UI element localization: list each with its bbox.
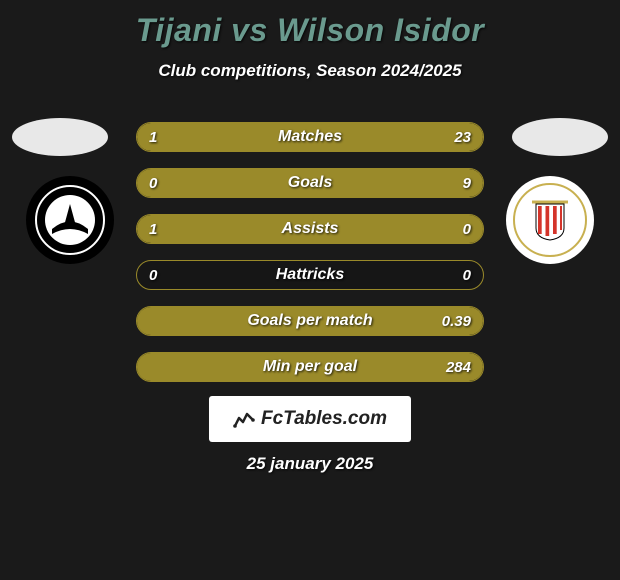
stat-row: Matches1 23 xyxy=(136,122,484,152)
watermark: FcTables.com xyxy=(209,396,411,442)
chart-icon xyxy=(233,408,255,430)
stat-value-p1: 1 xyxy=(137,123,169,151)
stat-row: Min per goal284 xyxy=(136,352,484,382)
comparison-chart: Matches123Goals09Assists10Hattricks00Goa… xyxy=(136,122,484,398)
stat-value-p1: 0 xyxy=(137,169,169,197)
footer-date: 25 january 2025 xyxy=(0,454,620,474)
stat-label: Hattricks xyxy=(137,261,483,289)
stat-value-p1 xyxy=(137,353,161,381)
player2-avatar xyxy=(512,118,608,156)
stat-value-p2: 0.39 xyxy=(430,307,483,335)
stat-row: Assists1 0 xyxy=(136,214,484,244)
stat-value-p1 xyxy=(137,307,161,335)
stat-label: Matches xyxy=(137,123,483,151)
stat-value-p2: 9 xyxy=(451,169,483,197)
stat-label: Goals xyxy=(137,169,483,197)
player2-club-logo xyxy=(506,176,594,264)
sunderland-logo-icon xyxy=(506,176,594,264)
player1-avatar xyxy=(12,118,108,156)
plymouth-logo-icon xyxy=(26,176,114,264)
stat-label: Min per goal xyxy=(137,353,483,381)
stat-value-p1: 1 xyxy=(137,215,169,243)
stat-value-p2: 23 xyxy=(442,123,483,151)
player1-club-logo xyxy=(26,176,114,264)
stat-value-p2: 284 xyxy=(434,353,483,381)
stat-row: Goals per match0.39 xyxy=(136,306,484,336)
stat-value-p1: 0 xyxy=(137,261,169,289)
stat-row: Hattricks0 0 xyxy=(136,260,484,290)
subtitle: Club competitions, Season 2024/2025 xyxy=(0,61,620,81)
stat-label: Assists xyxy=(137,215,483,243)
stat-value-p2: 0 xyxy=(451,215,483,243)
stat-value-p2: 0 xyxy=(451,261,483,289)
stat-row: Goals0 9 xyxy=(136,168,484,198)
watermark-text: FcTables.com xyxy=(261,408,387,430)
page-title: Tijani vs Wilson Isidor xyxy=(0,0,620,49)
